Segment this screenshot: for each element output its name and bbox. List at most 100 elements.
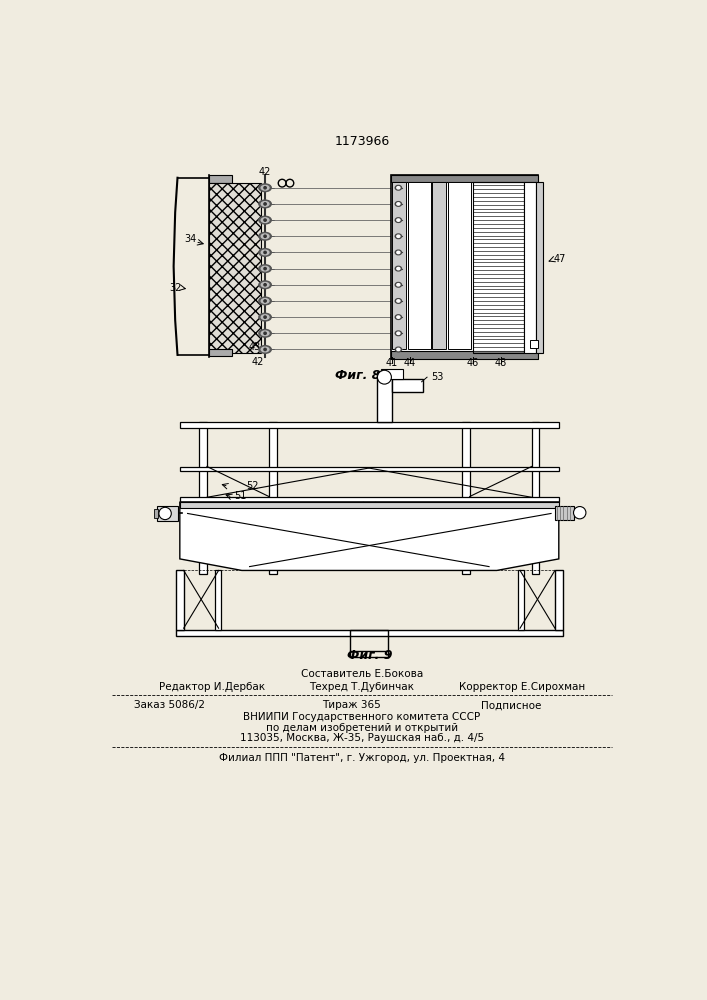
Ellipse shape [259, 184, 271, 192]
Bar [176, 630, 563, 636]
Ellipse shape [395, 331, 402, 336]
Ellipse shape [264, 251, 267, 254]
Ellipse shape [264, 219, 267, 221]
Text: 47: 47 [554, 254, 566, 264]
Text: Тираж 365: Тираж 365 [322, 700, 381, 710]
Bar [215, 570, 221, 630]
Text: Заказ 5086/2: Заказ 5086/2 [134, 700, 205, 710]
Ellipse shape [395, 315, 402, 319]
Bar [555, 570, 563, 630]
Bar [381, 369, 403, 379]
Ellipse shape [397, 300, 400, 302]
Ellipse shape [264, 284, 267, 286]
Ellipse shape [397, 332, 400, 334]
Ellipse shape [264, 187, 267, 189]
Bar [462, 422, 469, 574]
Text: 44: 44 [404, 358, 416, 368]
Ellipse shape [397, 284, 400, 286]
Bar [180, 502, 559, 508]
Ellipse shape [261, 202, 269, 206]
Bar [180, 422, 559, 428]
Ellipse shape [397, 267, 400, 270]
Bar [209, 175, 232, 183]
Ellipse shape [395, 282, 402, 287]
Bar [448, 182, 472, 349]
Text: 48: 48 [495, 358, 507, 368]
Text: Корректор Е.Сирохман: Корректор Е.Сирохман [460, 682, 585, 692]
Bar [518, 570, 524, 630]
Bar [392, 379, 423, 392]
Bar [156, 506, 178, 521]
Text: 43: 43 [249, 342, 261, 352]
Bar [530, 340, 538, 348]
Circle shape [378, 370, 392, 384]
Ellipse shape [259, 297, 271, 305]
Ellipse shape [395, 202, 402, 206]
Circle shape [573, 507, 586, 519]
Bar [391, 351, 538, 359]
Ellipse shape [264, 300, 267, 302]
Bar [154, 509, 158, 518]
Ellipse shape [397, 203, 400, 205]
Ellipse shape [264, 203, 267, 205]
Bar [392, 182, 406, 349]
Text: 51: 51 [234, 491, 247, 501]
Ellipse shape [259, 281, 271, 289]
Ellipse shape [397, 251, 400, 254]
Bar [199, 422, 207, 574]
Ellipse shape [259, 329, 271, 337]
Bar [433, 182, 446, 349]
Bar [209, 183, 261, 353]
Bar [377, 372, 392, 422]
Bar [532, 422, 539, 574]
Ellipse shape [261, 331, 269, 336]
Ellipse shape [264, 267, 267, 270]
Ellipse shape [259, 346, 271, 353]
Ellipse shape [261, 266, 269, 271]
Ellipse shape [261, 185, 269, 190]
Text: 52: 52 [246, 481, 258, 491]
Ellipse shape [395, 250, 402, 255]
Ellipse shape [397, 219, 400, 221]
Bar [555, 506, 574, 520]
Ellipse shape [259, 313, 271, 321]
Ellipse shape [397, 187, 400, 189]
Text: Филиал ППП "Патент", г. Ужгород, ул. Проектная, 4: Филиал ППП "Патент", г. Ужгород, ул. Про… [219, 753, 505, 763]
Ellipse shape [259, 232, 271, 240]
Text: 42: 42 [259, 167, 271, 177]
Ellipse shape [397, 316, 400, 318]
Bar [176, 570, 184, 630]
Ellipse shape [259, 249, 271, 256]
Text: Фиг. 8: Фиг. 8 [335, 369, 381, 382]
Ellipse shape [261, 218, 269, 222]
Circle shape [159, 507, 171, 520]
Ellipse shape [261, 347, 269, 352]
Bar [269, 422, 276, 574]
Ellipse shape [395, 185, 402, 190]
Text: 53: 53 [431, 372, 443, 382]
Ellipse shape [261, 299, 269, 303]
Ellipse shape [395, 347, 402, 352]
Text: 42: 42 [251, 357, 264, 367]
Text: Техред Т.Дубинчак: Техред Т.Дубинчак [310, 682, 414, 692]
Bar [180, 497, 559, 502]
PathPatch shape [180, 502, 559, 570]
Ellipse shape [261, 282, 269, 287]
Text: 1173966: 1173966 [334, 135, 390, 148]
Bar [209, 349, 232, 356]
Bar [349, 630, 388, 651]
Text: Составитель Е.Бокова: Составитель Е.Бокова [300, 669, 423, 679]
Text: Фиг. 9: Фиг. 9 [347, 649, 392, 662]
Ellipse shape [264, 316, 267, 318]
Text: 34: 34 [185, 234, 197, 244]
Text: 113035, Москва, Ж-35, Раушская наб., д. 4/5: 113035, Москва, Ж-35, Раушская наб., д. … [240, 733, 484, 743]
Text: 32: 32 [169, 283, 182, 293]
Bar [391, 175, 538, 182]
Ellipse shape [261, 234, 269, 239]
Ellipse shape [264, 332, 267, 334]
Ellipse shape [259, 200, 271, 208]
Text: 41: 41 [386, 358, 398, 368]
Text: по делам изобретений и открытий: по делам изобретений и открытий [266, 723, 458, 733]
Bar [180, 466, 559, 471]
Bar [391, 175, 538, 359]
